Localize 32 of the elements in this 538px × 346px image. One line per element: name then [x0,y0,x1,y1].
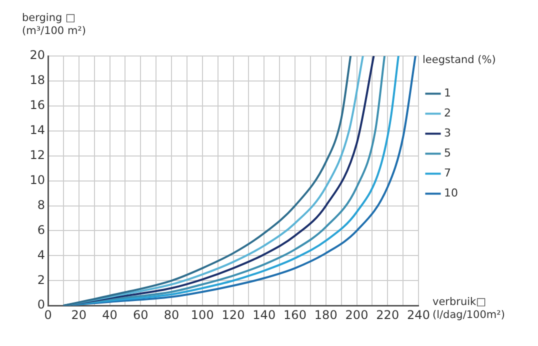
y-tick-label: 6 [37,222,45,237]
x-tick-label: 140 [252,308,276,322]
x-tick-label: 240 [407,308,430,322]
x-tick-label: 60 [132,308,148,322]
x-tick-label: 180 [314,308,338,322]
legend-label: 3 [444,126,452,140]
x-tick-label: 160 [284,308,306,322]
y-tick-label: 20 [30,48,45,62]
y-tick-label: 2 [37,272,45,287]
x-tick-label: 100 [190,308,214,322]
x-tick-label: 80 [164,308,180,322]
x-tick-label: 40 [102,308,118,322]
y-tick-label: 18 [30,73,45,88]
y-tick-label: 8 [37,198,45,212]
legend-label: 10 [444,186,458,200]
legend-label: 2 [444,106,452,120]
x-tick-label: 20 [71,308,87,322]
y-tick-label: 4 [37,248,45,262]
x-tick-label: 220 [376,308,400,322]
legend-label: 5 [444,146,452,160]
y-tick-label: 14 [30,123,45,138]
legend-title: leegstand (%) [422,54,496,67]
y-tick-label: 0 [37,298,45,312]
y-tick-label: 16 [30,98,45,112]
y-tick-label: 10 [30,172,45,187]
y-tick-label: 12 [30,148,45,162]
x-tick-label: 200 [345,308,368,322]
legend-label: 7 [444,166,452,180]
y-axis-title: berging □ (m³/100 m²) [22,12,86,38]
x-tick-label: 120 [222,308,245,322]
legend-label: 1 [444,86,452,100]
x-axis-title: verbruik□ (l/dag/100m²) [432,296,505,322]
